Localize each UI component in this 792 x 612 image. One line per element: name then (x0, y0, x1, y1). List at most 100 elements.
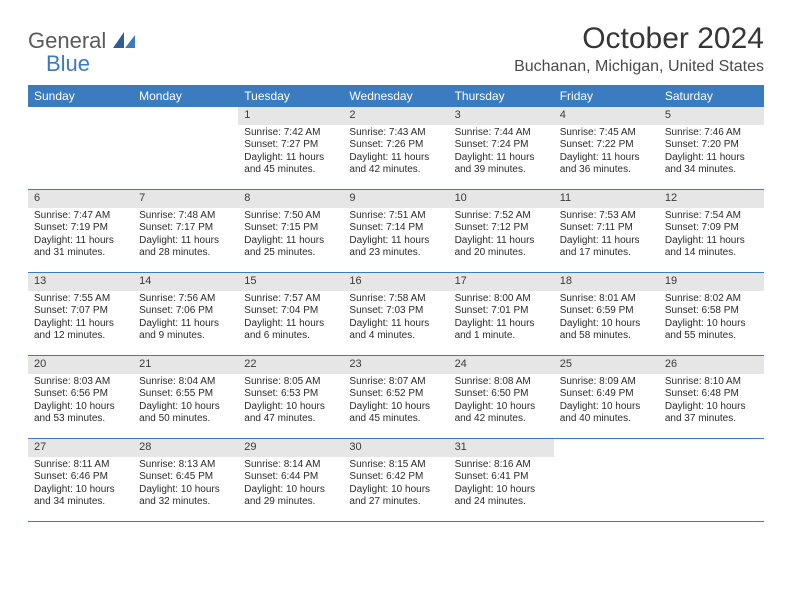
day-number: 4 (554, 107, 659, 125)
sunset-text: Sunset: 7:07 PM (34, 305, 127, 318)
daylight-text: Daylight: 11 hours and 14 minutes. (665, 235, 758, 260)
cell-body: Sunrise: 7:57 AMSunset: 7:04 PMDaylight:… (238, 291, 343, 347)
calendar-cell: 13Sunrise: 7:55 AMSunset: 7:07 PMDayligh… (28, 273, 133, 355)
cell-body: Sunrise: 7:45 AMSunset: 7:22 PMDaylight:… (554, 125, 659, 181)
day-number: 6 (28, 190, 133, 208)
sunrise-text: Sunrise: 7:45 AM (560, 127, 653, 140)
sunrise-text: Sunrise: 8:03 AM (34, 376, 127, 389)
daylight-text: Daylight: 10 hours and 40 minutes. (560, 401, 653, 426)
calendar-cell: 21Sunrise: 8:04 AMSunset: 6:55 PMDayligh… (133, 356, 238, 438)
calendar-cell: 17Sunrise: 8:00 AMSunset: 7:01 PMDayligh… (449, 273, 554, 355)
daylight-text: Daylight: 11 hours and 6 minutes. (244, 318, 337, 343)
cell-body: Sunrise: 8:11 AMSunset: 6:46 PMDaylight:… (28, 457, 133, 513)
day-number: 11 (554, 190, 659, 208)
day-number: 17 (449, 273, 554, 291)
sunrise-text: Sunrise: 7:53 AM (560, 210, 653, 223)
calendar-cell: 4Sunrise: 7:45 AMSunset: 7:22 PMDaylight… (554, 107, 659, 189)
daylight-text: Daylight: 11 hours and 17 minutes. (560, 235, 653, 260)
daylight-text: Daylight: 10 hours and 29 minutes. (244, 484, 337, 509)
sunrise-text: Sunrise: 8:02 AM (665, 293, 758, 306)
calendar-cell: 23Sunrise: 8:07 AMSunset: 6:52 PMDayligh… (343, 356, 448, 438)
daylight-text: Daylight: 11 hours and 9 minutes. (139, 318, 232, 343)
sunrise-text: Sunrise: 8:05 AM (244, 376, 337, 389)
cell-body: Sunrise: 7:46 AMSunset: 7:20 PMDaylight:… (659, 125, 764, 181)
sunrise-text: Sunrise: 7:47 AM (34, 210, 127, 223)
calendar-grid: SundayMondayTuesdayWednesdayThursdayFrid… (28, 85, 764, 522)
sunrise-text: Sunrise: 8:14 AM (244, 459, 337, 472)
day-number: 15 (238, 273, 343, 291)
day-number: 8 (238, 190, 343, 208)
day-number: 7 (133, 190, 238, 208)
daylight-text: Daylight: 10 hours and 37 minutes. (665, 401, 758, 426)
daylight-text: Daylight: 11 hours and 28 minutes. (139, 235, 232, 260)
sail-icon (113, 32, 135, 55)
cell-body: Sunrise: 8:10 AMSunset: 6:48 PMDaylight:… (659, 374, 764, 430)
sunset-text: Sunset: 6:52 PM (349, 388, 442, 401)
calendar-cell: 2Sunrise: 7:43 AMSunset: 7:26 PMDaylight… (343, 107, 448, 189)
cell-body: Sunrise: 8:16 AMSunset: 6:41 PMDaylight:… (449, 457, 554, 513)
calendar-cell: 5Sunrise: 7:46 AMSunset: 7:20 PMDaylight… (659, 107, 764, 189)
cell-body: Sunrise: 7:42 AMSunset: 7:27 PMDaylight:… (238, 125, 343, 181)
sunset-text: Sunset: 6:55 PM (139, 388, 232, 401)
calendar-cell: 22Sunrise: 8:05 AMSunset: 6:53 PMDayligh… (238, 356, 343, 438)
sunset-text: Sunset: 7:14 PM (349, 222, 442, 235)
sunrise-text: Sunrise: 7:56 AM (139, 293, 232, 306)
day-number: 2 (343, 107, 448, 125)
calendar-cell: 30Sunrise: 8:15 AMSunset: 6:42 PMDayligh… (343, 439, 448, 521)
sunset-text: Sunset: 7:17 PM (139, 222, 232, 235)
calendar-cell: 1Sunrise: 7:42 AMSunset: 7:27 PMDaylight… (238, 107, 343, 189)
sunset-text: Sunset: 7:24 PM (455, 139, 548, 152)
day-number: 21 (133, 356, 238, 374)
sunset-text: Sunset: 7:15 PM (244, 222, 337, 235)
calendar-cell: 16Sunrise: 7:58 AMSunset: 7:03 PMDayligh… (343, 273, 448, 355)
daylight-text: Daylight: 11 hours and 20 minutes. (455, 235, 548, 260)
daylight-text: Daylight: 11 hours and 39 minutes. (455, 152, 548, 177)
calendar-cell: 29Sunrise: 8:14 AMSunset: 6:44 PMDayligh… (238, 439, 343, 521)
day-number: 14 (133, 273, 238, 291)
sunset-text: Sunset: 7:09 PM (665, 222, 758, 235)
sunset-text: Sunset: 6:41 PM (455, 471, 548, 484)
week-row: 20Sunrise: 8:03 AMSunset: 6:56 PMDayligh… (28, 356, 764, 439)
sunset-text: Sunset: 7:19 PM (34, 222, 127, 235)
day-number: 10 (449, 190, 554, 208)
sunrise-text: Sunrise: 8:01 AM (560, 293, 653, 306)
day-number: 23 (343, 356, 448, 374)
calendar-cell: 24Sunrise: 8:08 AMSunset: 6:50 PMDayligh… (449, 356, 554, 438)
sunset-text: Sunset: 6:44 PM (244, 471, 337, 484)
calendar-cell-empty (659, 439, 764, 521)
day-number: 18 (554, 273, 659, 291)
daylight-text: Daylight: 11 hours and 42 minutes. (349, 152, 442, 177)
sunset-text: Sunset: 6:56 PM (34, 388, 127, 401)
location-subtitle: Buchanan, Michigan, United States (514, 58, 764, 76)
daylight-text: Daylight: 11 hours and 34 minutes. (665, 152, 758, 177)
calendar-cell: 26Sunrise: 8:10 AMSunset: 6:48 PMDayligh… (659, 356, 764, 438)
weekday-header: Monday (133, 85, 238, 107)
daylight-text: Daylight: 10 hours and 53 minutes. (34, 401, 127, 426)
sunset-text: Sunset: 7:04 PM (244, 305, 337, 318)
sunset-text: Sunset: 6:42 PM (349, 471, 442, 484)
daylight-text: Daylight: 11 hours and 4 minutes. (349, 318, 442, 343)
sunset-text: Sunset: 7:12 PM (455, 222, 548, 235)
weekday-header: Wednesday (343, 85, 448, 107)
week-row: 27Sunrise: 8:11 AMSunset: 6:46 PMDayligh… (28, 439, 764, 522)
cell-body: Sunrise: 7:56 AMSunset: 7:06 PMDaylight:… (133, 291, 238, 347)
sunrise-text: Sunrise: 8:08 AM (455, 376, 548, 389)
sunset-text: Sunset: 7:11 PM (560, 222, 653, 235)
daylight-text: Daylight: 11 hours and 36 minutes. (560, 152, 653, 177)
sunrise-text: Sunrise: 8:10 AM (665, 376, 758, 389)
calendar-cell: 28Sunrise: 8:13 AMSunset: 6:45 PMDayligh… (133, 439, 238, 521)
cell-body: Sunrise: 7:43 AMSunset: 7:26 PMDaylight:… (343, 125, 448, 181)
day-number: 1 (238, 107, 343, 125)
day-number: 19 (659, 273, 764, 291)
calendar-cell: 25Sunrise: 8:09 AMSunset: 6:49 PMDayligh… (554, 356, 659, 438)
title-block: October 2024 Buchanan, Michigan, United … (514, 22, 764, 76)
sunrise-text: Sunrise: 7:54 AM (665, 210, 758, 223)
sunrise-text: Sunrise: 7:48 AM (139, 210, 232, 223)
weekday-header: Tuesday (238, 85, 343, 107)
cell-body: Sunrise: 8:08 AMSunset: 6:50 PMDaylight:… (449, 374, 554, 430)
day-number: 13 (28, 273, 133, 291)
weekday-header: Saturday (659, 85, 764, 107)
daylight-text: Daylight: 10 hours and 27 minutes. (349, 484, 442, 509)
cell-body: Sunrise: 8:05 AMSunset: 6:53 PMDaylight:… (238, 374, 343, 430)
cell-body: Sunrise: 7:44 AMSunset: 7:24 PMDaylight:… (449, 125, 554, 181)
